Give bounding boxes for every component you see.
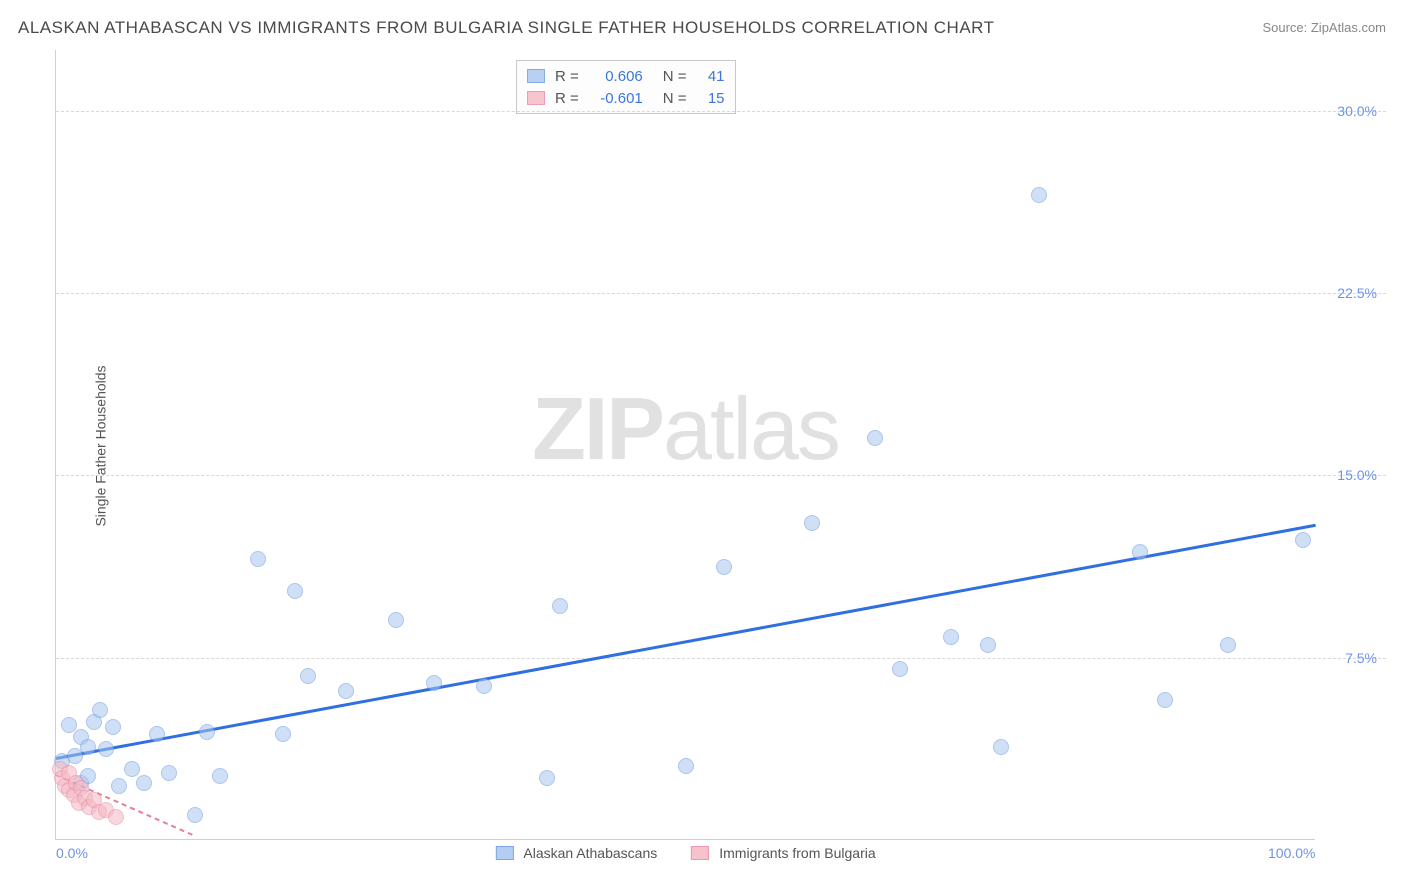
legend-swatch: [527, 69, 545, 83]
x-tick-label: 100.0%: [1268, 845, 1315, 861]
legend-series-label: Alaskan Athabascans: [523, 845, 657, 861]
data-point: [61, 717, 77, 733]
x-tick-label: 0.0%: [56, 845, 88, 861]
data-point: [108, 809, 124, 825]
data-point: [1157, 692, 1173, 708]
data-point: [1132, 544, 1148, 560]
y-tick-label: 22.5%: [1337, 285, 1377, 301]
data-point: [136, 775, 152, 791]
legend-series-label: Immigrants from Bulgaria: [719, 845, 875, 861]
legend-swatch: [495, 846, 513, 860]
data-point: [552, 598, 568, 614]
data-point: [187, 807, 203, 823]
data-point: [105, 719, 121, 735]
data-point: [92, 702, 108, 718]
chart-title: ALASKAN ATHABASCAN VS IMMIGRANTS FROM BU…: [18, 18, 995, 38]
legend-series-item: Alaskan Athabascans: [495, 845, 657, 861]
data-point: [804, 515, 820, 531]
legend-stat-row: R = -0.601 N = 15: [527, 87, 725, 109]
y-tick-label: 30.0%: [1337, 103, 1377, 119]
r-value: 0.606: [589, 68, 643, 85]
r-label: R =: [555, 68, 579, 85]
y-tick-label: 7.5%: [1345, 650, 1377, 666]
series-legend: Alaskan Athabascans Immigrants from Bulga…: [495, 845, 875, 861]
n-value: 15: [697, 90, 725, 107]
gridline: [56, 475, 1386, 476]
watermark: ZIPatlas: [532, 378, 839, 480]
n-label: N =: [663, 68, 687, 85]
data-point: [678, 758, 694, 774]
n-label: N =: [663, 90, 687, 107]
data-point: [287, 583, 303, 599]
data-point: [426, 675, 442, 691]
data-point: [161, 765, 177, 781]
data-point: [980, 637, 996, 653]
watermark-light: atlas: [663, 379, 839, 478]
gridline: [56, 658, 1386, 659]
legend-swatch: [527, 91, 545, 105]
data-point: [993, 739, 1009, 755]
correlation-legend: R = 0.606 N = 41 R = -0.601 N = 15: [516, 60, 736, 114]
data-point: [275, 726, 291, 742]
data-point: [98, 741, 114, 757]
data-point: [80, 739, 96, 755]
data-point: [943, 629, 959, 645]
data-point: [716, 559, 732, 575]
legend-stat-row: R = 0.606 N = 41: [527, 65, 725, 87]
data-point: [199, 724, 215, 740]
data-point: [338, 683, 354, 699]
data-point: [1220, 637, 1236, 653]
data-point: [539, 770, 555, 786]
data-point: [867, 430, 883, 446]
data-point: [124, 761, 140, 777]
data-point: [1295, 532, 1311, 548]
data-point: [300, 668, 316, 684]
data-point: [212, 768, 228, 784]
chart-area: ZIPatlas R =0.606N =41R =-0.601N =15 Ala…: [55, 50, 1385, 840]
legend-series-item: Immigrants from Bulgaria: [691, 845, 875, 861]
data-point: [250, 551, 266, 567]
data-point: [149, 726, 165, 742]
gridline: [56, 111, 1386, 112]
gridline: [56, 293, 1386, 294]
source-label: Source: ZipAtlas.com: [1262, 20, 1386, 35]
watermark-bold: ZIP: [532, 379, 663, 478]
data-point: [1031, 187, 1047, 203]
data-point: [388, 612, 404, 628]
y-tick-label: 15.0%: [1337, 467, 1377, 483]
r-value: -0.601: [589, 90, 643, 107]
data-point: [892, 661, 908, 677]
n-value: 41: [697, 68, 725, 85]
trend-line: [56, 524, 1316, 760]
legend-swatch: [691, 846, 709, 860]
data-point: [111, 778, 127, 794]
plot-region: ZIPatlas R =0.606N =41R =-0.601N =15 Ala…: [55, 50, 1315, 840]
data-point: [476, 678, 492, 694]
r-label: R =: [555, 90, 579, 107]
